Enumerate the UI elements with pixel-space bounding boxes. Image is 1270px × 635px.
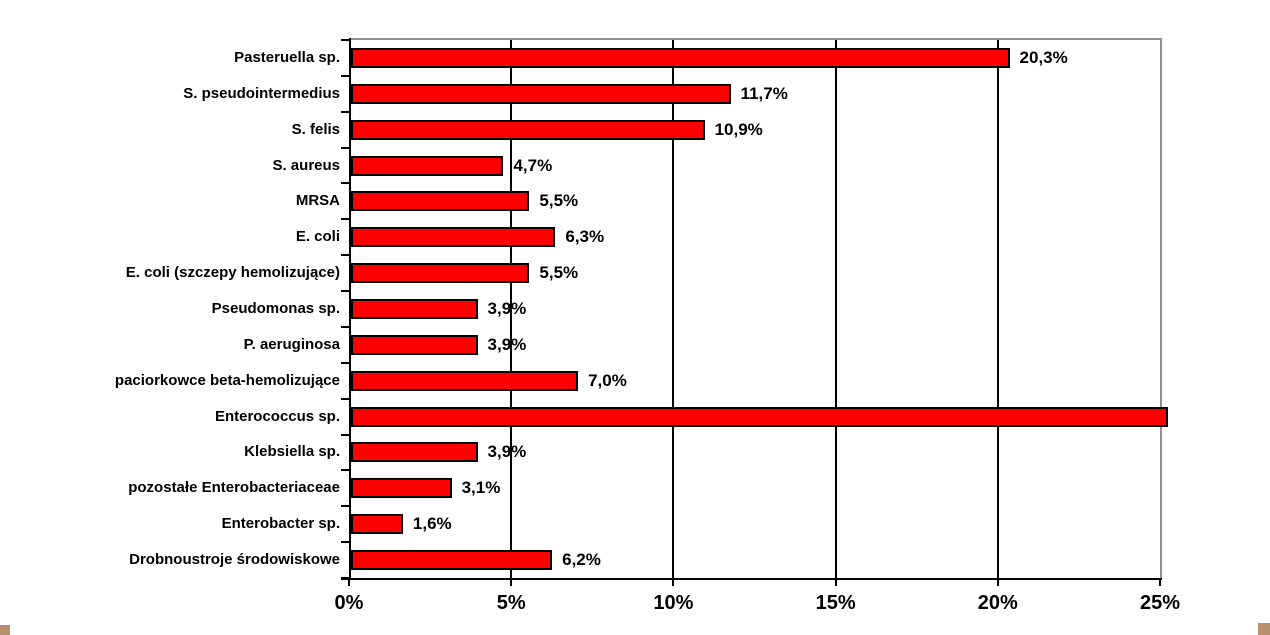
value-label: 3,9% <box>487 334 527 354</box>
x-axis-tick <box>348 578 350 586</box>
x-tick-label: 10% <box>653 592 694 614</box>
category-label: Drobnoustroje środowiskowe <box>129 551 340 569</box>
x-tick-label: 25% <box>1139 592 1181 614</box>
category-label: Enterobacter sp. <box>221 515 340 533</box>
category-label: Pseudomonas sp. <box>211 300 340 317</box>
category-label: Pasteruella sp. <box>234 48 340 66</box>
x-tick-label: 5% <box>496 592 526 614</box>
y-axis-tick <box>341 397 349 400</box>
value-label: 11,7% <box>740 83 788 103</box>
y-axis-tick <box>341 469 349 472</box>
category-label: paciorkowce beta-hemolizujące <box>114 371 340 389</box>
bar <box>351 442 478 463</box>
bar <box>351 478 452 499</box>
gridline <box>510 40 513 578</box>
bar <box>351 299 478 319</box>
y-axis-tick <box>341 577 349 579</box>
gridline <box>996 40 999 578</box>
bar <box>351 550 553 571</box>
bar <box>351 334 478 355</box>
value-label: 3,9% <box>487 442 527 462</box>
category-label: S. pseudointermedius <box>183 84 340 102</box>
y-axis-tick <box>341 325 349 328</box>
y-axis-tick <box>341 505 349 508</box>
y-axis-tick <box>341 74 349 77</box>
category-label: S. aureus <box>272 156 340 174</box>
y-axis-tick <box>341 290 349 293</box>
y-axis-tick <box>341 433 349 436</box>
bar <box>351 191 530 212</box>
bar <box>351 47 1010 68</box>
category-label: E. coli <box>295 228 340 246</box>
value-label: 3,9% <box>487 299 527 318</box>
bar <box>351 406 1169 427</box>
value-label: 7,0% <box>588 370 627 390</box>
category-label: P. aeruginosa <box>243 335 340 353</box>
y-axis-tick <box>341 218 349 221</box>
category-label: MRSA <box>295 192 340 210</box>
bar <box>351 263 530 284</box>
value-label: 6,3% <box>565 227 605 247</box>
bar <box>351 370 579 391</box>
x-axis-tick <box>672 578 675 586</box>
x-tick-label: 0% <box>334 592 364 614</box>
bar <box>351 514 403 535</box>
category-label: pozostałe Enterobacteriaceae <box>128 479 340 497</box>
x-axis-tick <box>1159 578 1161 586</box>
value-label: 6,2% <box>562 550 601 570</box>
category-label: Enterococcus sp. <box>214 407 340 425</box>
category-label: Klebsiella sp. <box>244 443 340 461</box>
value-label: 5,5% <box>539 263 579 283</box>
y-axis-tick <box>341 541 349 544</box>
value-label: 3,1% <box>461 478 501 498</box>
value-label: 4,7% <box>513 155 553 175</box>
gridline <box>672 40 675 578</box>
x-tick-label: 20% <box>977 592 1018 614</box>
category-label: E. coli (szczepy hemolizujące) <box>125 264 340 282</box>
value-label: 1,6% <box>412 514 452 534</box>
y-axis-tick <box>341 39 349 41</box>
x-axis-tick <box>510 578 513 586</box>
corner-accent-bottom-right <box>1258 623 1270 635</box>
y-axis-tick <box>341 146 349 149</box>
value-label: 5,5% <box>539 191 579 211</box>
y-axis-tick <box>341 254 349 257</box>
value-label: 20,3% <box>1019 47 1068 67</box>
x-axis-line <box>341 578 1162 580</box>
bar <box>351 83 731 104</box>
y-axis-tick <box>341 182 349 185</box>
y-axis-tick <box>341 110 349 113</box>
category-label: S. felis <box>291 120 340 138</box>
gridline <box>834 40 837 578</box>
bar <box>351 155 504 176</box>
y-axis-line <box>349 38 351 580</box>
y-axis-tick <box>341 361 349 364</box>
bar <box>351 227 556 248</box>
x-axis-tick <box>996 578 999 586</box>
x-tick-label: 15% <box>815 592 856 614</box>
plot-border-top <box>349 38 1162 40</box>
plot-border-right <box>1160 38 1162 578</box>
corner-accent-bottom-left <box>0 625 10 635</box>
value-label: 10,9% <box>714 119 763 139</box>
x-axis-tick <box>834 578 837 586</box>
bar <box>351 119 705 140</box>
